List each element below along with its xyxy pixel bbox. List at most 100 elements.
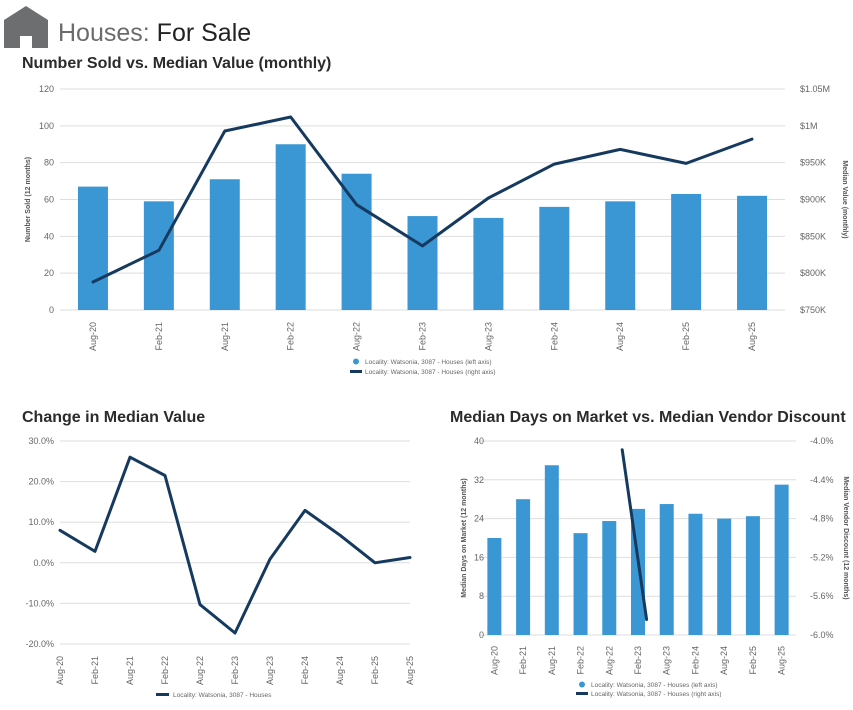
- page-title-prefix: Houses:: [58, 19, 150, 47]
- chart-3-x-tick-label: Aug-22: [604, 646, 614, 675]
- chart-3-y-right-tick-label: -4.0%: [810, 436, 834, 446]
- chart-1-legend-swatch-bar: [353, 358, 359, 365]
- chart-3-y-right-tick-label: -4.4%: [810, 475, 834, 485]
- chart-3-bar: [659, 504, 674, 635]
- chart-1-x-tick-label: Aug-20: [88, 322, 98, 351]
- chart-1-y-right-tick-label: $800K: [800, 268, 826, 278]
- chart-1-bar: [275, 144, 306, 310]
- chart-3-bar: [487, 538, 502, 635]
- chart-1-x-tick-label: Aug-23: [483, 322, 493, 351]
- chart-1-x-tick-label: Feb-25: [681, 322, 691, 351]
- chart-1-x-tick-label: Aug-22: [352, 322, 362, 351]
- chart-1-y-tick-label: 40: [44, 231, 54, 241]
- chart-3-y-tick-label: 40: [474, 436, 484, 446]
- chart-3-x-tick-label: Aug-20: [489, 646, 499, 675]
- chart-3-y-tick-label: 0: [479, 630, 484, 640]
- chart-3-x-tick-label: Aug-24: [719, 646, 729, 675]
- chart-2-y-tick-label: 20.0%: [28, 477, 54, 487]
- chart-3-bar: [602, 521, 617, 635]
- chart-3-legend-swatch-bar: [579, 681, 585, 688]
- chart-1-bar: [77, 186, 108, 310]
- page-header: Houses: For Sale: [0, 0, 853, 50]
- chart-3-x-tick-label: Aug-25: [777, 646, 787, 675]
- chart-3-y-right-axis-title: Median Vendor Discount (12 months): [842, 476, 849, 599]
- chart-3-bar: [516, 499, 531, 635]
- chart-2-legend-swatch: [156, 693, 169, 696]
- chart-1-y-right-tick-label: $1M: [800, 121, 818, 131]
- chart-1-x-tick-label: Feb-23: [418, 322, 428, 351]
- chart-1-y-right-tick-label: $750K: [800, 305, 826, 315]
- chart-2-x-tick-label: Aug-20: [55, 656, 65, 685]
- chart-3-bar: [745, 516, 760, 635]
- chart-1-bar: [737, 195, 768, 310]
- chart-2-x-tick-label: Feb-24: [300, 656, 310, 685]
- chart-3-y-right-tick-label: -6.0%: [810, 630, 834, 640]
- chart-1-y-tick-label: 120: [39, 84, 54, 94]
- chart-3-x-tick-label: Aug-21: [547, 646, 557, 675]
- chart-3-legend-label: Locality: Watsonia, 3087 - Houses (right…: [591, 691, 722, 698]
- chart-1-x-tick-label: Feb-22: [286, 322, 296, 351]
- chart-2-series-line: [58, 455, 412, 635]
- chart-3-y-right-tick-label: -5.2%: [810, 552, 834, 562]
- chart-1-y-right-tick-label: $900K: [800, 195, 826, 205]
- chart-3-bar: [774, 484, 789, 635]
- chart-1-legend-label: Locality: Watsonia, 3087 - Houses (left …: [365, 359, 492, 366]
- chart-1-legend-label: Locality: Watsonia, 3087 - Houses (right…: [365, 369, 496, 376]
- chart-2-x-tick-label: Feb-25: [370, 656, 380, 685]
- chart-3-x-tick-label: Feb-22: [576, 646, 586, 675]
- house-icon: [4, 6, 48, 48]
- chart-3-bar: [688, 513, 703, 635]
- chart-1-x-tick-label: Aug-24: [615, 322, 625, 351]
- chart-2-x-tick-label: Feb-23: [230, 656, 240, 685]
- chart-3-x-tick-label: Aug-23: [662, 646, 672, 675]
- chart-1-title: Number Sold vs. Median Value (monthly): [22, 55, 332, 72]
- chart-1-bar: [671, 193, 702, 310]
- page-title: Houses: For Sale: [58, 18, 251, 48]
- chart-1-bar: [209, 179, 240, 310]
- chart-2-x-tick-label: Aug-22: [195, 656, 205, 685]
- chart-1-y-tick-label: 20: [44, 268, 54, 278]
- chart-3-bar: [717, 518, 732, 635]
- chart-1-y-right-tick-label: $1.05M: [800, 84, 830, 94]
- chart-2-y-tick-label: 10.0%: [28, 517, 54, 527]
- chart-2-x-tick-label: Feb-22: [160, 656, 170, 685]
- chart-3-y-axis-title: Median Days on Market (12 months): [461, 478, 468, 597]
- chart-3-x-tick-label: Feb-23: [633, 646, 643, 675]
- chart-1-y-right-axis-title: Median Value (monthly): [841, 160, 848, 238]
- chart-1-legend-swatch-line: [350, 370, 362, 373]
- chart-1-bar: [539, 206, 570, 310]
- chart-3-y-tick-label: 16: [474, 552, 484, 562]
- chart-3-x-tick-label: Feb-24: [690, 646, 700, 675]
- chart-3-legend-swatch-line: [576, 692, 588, 695]
- chart-3-y-right-tick-label: -4.8%: [810, 514, 834, 524]
- chart-1-y-right-tick-label: $950K: [800, 158, 826, 168]
- chart-1-x-tick-label: Aug-21: [220, 322, 230, 351]
- chart-2-x-tick-label: Aug-23: [265, 656, 275, 685]
- chart-3-y-tick-label: 24: [474, 514, 484, 524]
- chart-1-y-tick-label: 60: [44, 195, 54, 205]
- chart-1-x-tick-label: Feb-21: [154, 322, 164, 351]
- chart-3-y-tick-label: 8: [479, 591, 484, 601]
- page-title-main: For Sale: [156, 19, 252, 47]
- chart-1-y-tick-label: 80: [44, 158, 54, 168]
- chart-2-x-tick-label: Feb-21: [90, 656, 100, 685]
- chart-3-y-tick-label: 32: [474, 475, 484, 485]
- chart-3-title: Median Days on Market vs. Median Vendor …: [450, 409, 846, 426]
- chart-3-x-tick-label: Feb-21: [518, 646, 528, 675]
- chart-1-x-tick-label: Feb-24: [549, 322, 559, 351]
- chart-2-x-tick-label: Aug-24: [335, 656, 345, 685]
- chart-1-y-tick-label: 0: [49, 305, 54, 315]
- chart-2-title: Change in Median Value: [22, 409, 206, 426]
- chart-1-series-line: [91, 115, 754, 284]
- chart-1-bar: [605, 201, 636, 310]
- chart-3-x-tick-label: Feb-25: [748, 646, 758, 675]
- chart-3-bar: [544, 465, 559, 635]
- chart-3-legend-label: Locality: Watsonia, 3087 - Houses (left …: [591, 682, 718, 689]
- chart-2-y-tick-label: -20.0%: [25, 639, 54, 649]
- chart-1-bar: [473, 217, 504, 310]
- chart-1-x-tick-label: Aug-25: [747, 322, 757, 351]
- chart-1-y-right-tick-label: $850K: [800, 231, 826, 241]
- chart-2-x-tick-label: Aug-21: [125, 656, 135, 685]
- chart-2-y-tick-label: 0.0%: [33, 558, 54, 568]
